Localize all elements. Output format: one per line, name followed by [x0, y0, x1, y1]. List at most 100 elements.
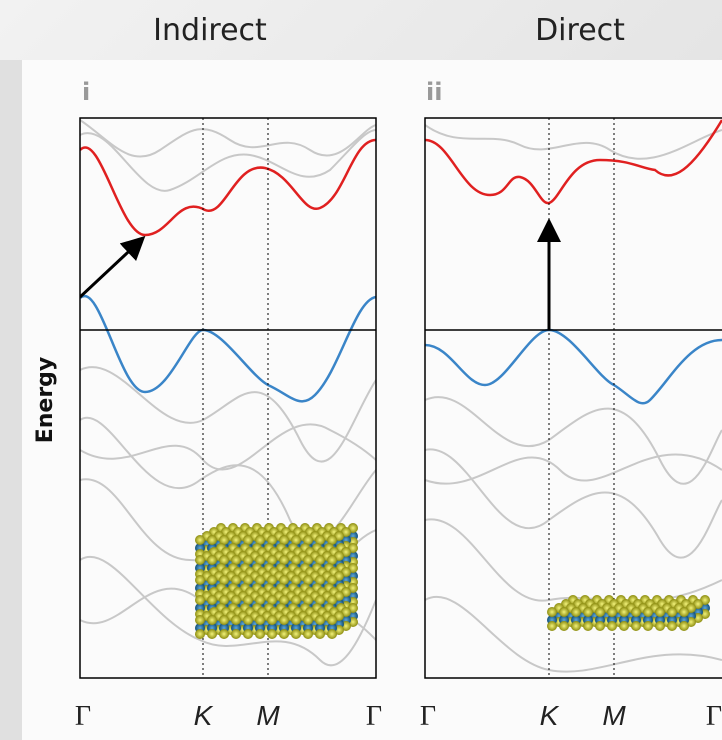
- atom: [547, 621, 557, 631]
- atom: [279, 575, 289, 585]
- atom: [291, 595, 301, 605]
- atom: [315, 595, 325, 605]
- atom: [303, 595, 313, 605]
- atom: [315, 629, 325, 639]
- y-axis-label: Energy: [33, 357, 58, 444]
- atom: [327, 535, 337, 545]
- atom: [207, 629, 217, 639]
- atom: [255, 575, 265, 585]
- atom: [219, 595, 229, 605]
- atom: [315, 535, 325, 545]
- atom: [267, 595, 277, 605]
- atom: [195, 555, 205, 565]
- atom: [207, 535, 217, 545]
- atom: [195, 615, 205, 625]
- atom: [303, 615, 313, 625]
- atom: [559, 607, 569, 617]
- atom: [631, 621, 641, 631]
- atom: [631, 607, 641, 617]
- atom: [643, 607, 653, 617]
- atom: [595, 621, 605, 631]
- atom: [679, 621, 689, 631]
- atom: [667, 607, 677, 617]
- atom: [559, 621, 569, 631]
- atom: [267, 555, 277, 565]
- atom: [195, 575, 205, 585]
- atom: [303, 575, 313, 585]
- atom: [219, 629, 229, 639]
- atom: [571, 621, 581, 631]
- atom: [279, 535, 289, 545]
- atom: [291, 615, 301, 625]
- x-tick-label: K: [540, 700, 560, 731]
- atom: [243, 555, 253, 565]
- atom: [571, 607, 581, 617]
- x-tick-label: M: [602, 700, 626, 731]
- atom: [255, 535, 265, 545]
- panel-title: Direct: [535, 13, 625, 48]
- atom: [231, 595, 241, 605]
- atom: [315, 555, 325, 565]
- atom: [255, 555, 265, 565]
- atom: [195, 595, 205, 605]
- atom: [655, 621, 665, 631]
- atom: [303, 555, 313, 565]
- atom: [243, 595, 253, 605]
- atom: [219, 575, 229, 585]
- x-tick-label: K: [194, 700, 214, 731]
- atom: [207, 595, 217, 605]
- atom: [607, 607, 617, 617]
- atom: [595, 607, 605, 617]
- x-tick-label: Γ: [420, 701, 436, 732]
- atom: [243, 535, 253, 545]
- atom: [327, 575, 337, 585]
- atom: [231, 629, 241, 639]
- atom: [327, 555, 337, 565]
- atom: [547, 607, 557, 617]
- atom: [315, 615, 325, 625]
- atom: [255, 615, 265, 625]
- atom: [207, 575, 217, 585]
- atom: [255, 629, 265, 639]
- atom: [207, 615, 217, 625]
- atom: [243, 575, 253, 585]
- atom: [291, 629, 301, 639]
- atom: [583, 621, 593, 631]
- atom: [279, 555, 289, 565]
- band-plot: [80, 118, 376, 678]
- panel-label: ii: [426, 78, 442, 106]
- atom: [327, 595, 337, 605]
- atom: [279, 595, 289, 605]
- atom: [291, 575, 301, 585]
- atom: [607, 621, 617, 631]
- atom: [291, 555, 301, 565]
- x-tick-label: Γ: [366, 701, 382, 732]
- atom: [327, 629, 337, 639]
- x-tick-label: Γ: [75, 701, 91, 732]
- atom: [243, 629, 253, 639]
- atom: [255, 595, 265, 605]
- atom: [279, 629, 289, 639]
- atom: [303, 535, 313, 545]
- atom: [279, 615, 289, 625]
- atom: [267, 629, 277, 639]
- atom: [267, 535, 277, 545]
- x-tick-label: Γ: [706, 701, 722, 732]
- atom: [619, 607, 629, 617]
- side-strip: [0, 60, 22, 740]
- atom: [231, 575, 241, 585]
- atom: [243, 615, 253, 625]
- panel-title: Indirect: [153, 13, 267, 48]
- atom: [231, 555, 241, 565]
- atom: [327, 615, 337, 625]
- panel-label: i: [82, 78, 90, 106]
- atom: [219, 555, 229, 565]
- atom: [679, 607, 689, 617]
- band-plot: [425, 118, 722, 678]
- atom: [231, 535, 241, 545]
- atom: [583, 607, 593, 617]
- atom: [619, 621, 629, 631]
- atom: [667, 621, 677, 631]
- atom: [267, 615, 277, 625]
